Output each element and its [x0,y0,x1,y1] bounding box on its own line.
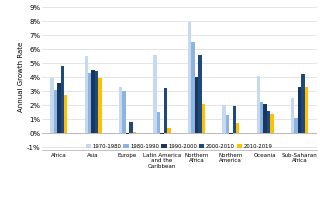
Bar [291,98,294,133]
Bar [95,71,98,133]
Bar [60,66,64,133]
Bar [191,42,195,133]
Bar [298,87,301,133]
Bar [202,104,205,133]
Bar [84,56,88,133]
Bar [50,79,54,133]
Bar [260,102,263,133]
Bar [153,55,157,133]
Bar [119,87,123,133]
Bar [54,90,57,133]
Bar [294,118,298,133]
Bar [157,112,160,133]
Bar [57,83,60,133]
Bar [229,133,233,134]
Bar [198,55,202,133]
Bar [64,95,68,133]
Bar [257,76,260,133]
Bar [167,128,171,133]
Bar [301,74,305,133]
Y-axis label: Annual Growth Rate: Annual Growth Rate [18,42,24,112]
Bar [222,105,226,133]
Bar [92,70,95,133]
Bar [270,114,274,133]
Bar [126,133,129,134]
Bar [123,91,126,133]
Bar [226,115,229,133]
Bar [263,104,267,133]
Bar [305,87,308,133]
Bar [88,73,92,133]
Bar [233,106,236,133]
Bar [133,132,136,133]
Bar [160,133,164,134]
Bar [129,122,133,133]
Bar [267,111,270,133]
Bar [236,123,239,133]
Bar [188,22,191,133]
Bar [164,88,167,133]
Legend: 1970-1980, 1980-1990, 1990-2000, 2000-2010, 2010-2019: 1970-1980, 1980-1990, 1990-2000, 2000-20… [86,144,273,149]
Bar [195,77,198,133]
Bar [98,79,102,133]
